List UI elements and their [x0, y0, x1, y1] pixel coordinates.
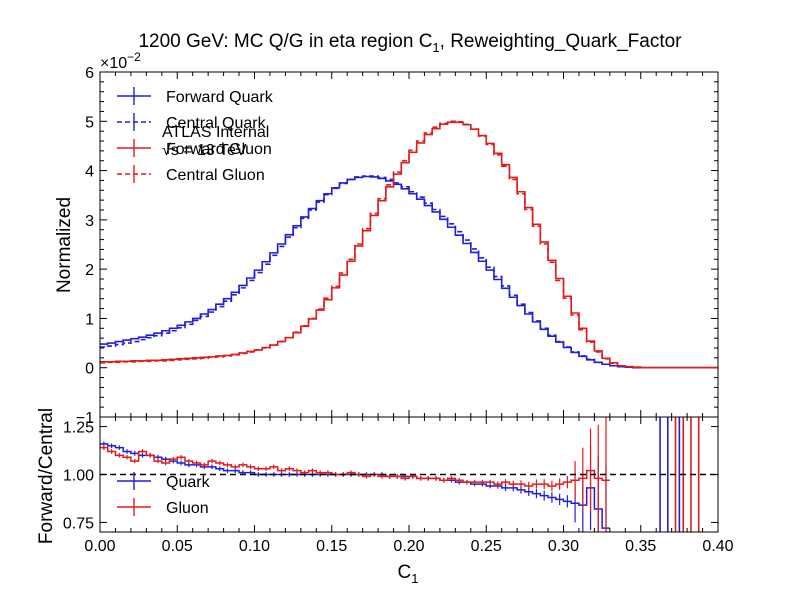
x-tick-label: 0.40 [702, 538, 733, 555]
series-forward-quark [100, 175, 718, 369]
top-y-tick-label: 4 [85, 164, 94, 181]
ratio-ylabel: Forward/Central [36, 408, 57, 544]
top-y-tick-label: 1 [85, 311, 94, 328]
legend-label: Forward Quark [166, 89, 274, 106]
ratio-y-tick-label: 1.25 [63, 420, 94, 437]
top-y-tick-label: 0 [85, 361, 94, 378]
top-y-tick-label: 6 [85, 65, 94, 82]
top-y-tick-label: 3 [85, 213, 94, 230]
x-axis-label: C1 [398, 562, 419, 586]
top-y-tick-label: −1 [76, 410, 94, 427]
ratio-legend: Quark Gluon [117, 472, 211, 517]
x-tick-label: 0.25 [471, 538, 502, 555]
legend-label: Central Gluon [166, 167, 265, 184]
x-tick-label: 0.35 [625, 538, 656, 555]
legend-label: Forward Gluon [166, 141, 272, 158]
legend-label: Central Quark [166, 115, 267, 132]
top-legend: Forward Quark Central Quark Forward Gluon C… [117, 87, 274, 184]
top-y-tick-label: 2 [85, 262, 94, 279]
x-tick-label: 0.20 [393, 538, 424, 555]
ratio-legend-label: Quark [166, 474, 211, 491]
ratio-y-axis: 0.75 1.00 1.25 [63, 420, 718, 532]
ratio-panel-frame [99, 416, 719, 533]
energy-label: √s = 13 TeV [162, 142, 247, 159]
x-tick-label: 0.30 [548, 538, 579, 555]
top-series-group [100, 120, 718, 369]
x-tick-label: 0.10 [239, 538, 270, 555]
atlas-label: ATLAS Internal [162, 124, 269, 141]
top-ylabel: Normalized [54, 197, 75, 293]
ratio-legend-label: Gluon [166, 500, 209, 517]
chart-title: 1200 GeV: MC Q/G in eta region C1, Rewei… [138, 31, 682, 55]
top-y-tick-label: 5 [85, 114, 94, 131]
ratio-y-tick-label: 1.00 [63, 468, 94, 485]
x-tick-label: 0.15 [316, 538, 347, 555]
ratio-y-tick-label: 0.75 [63, 515, 94, 532]
y-scale-label: ×10−2 [100, 50, 141, 72]
series-central-quark [100, 175, 718, 369]
x-tick-label: 0.05 [162, 538, 193, 555]
series-central-gluon [100, 120, 718, 369]
x-axis: 0.00 0.05 0.10 0.15 0.20 0.25 0.30 0.35 0.40 [84, 72, 734, 555]
x-tick-label: 0.00 [84, 538, 115, 555]
